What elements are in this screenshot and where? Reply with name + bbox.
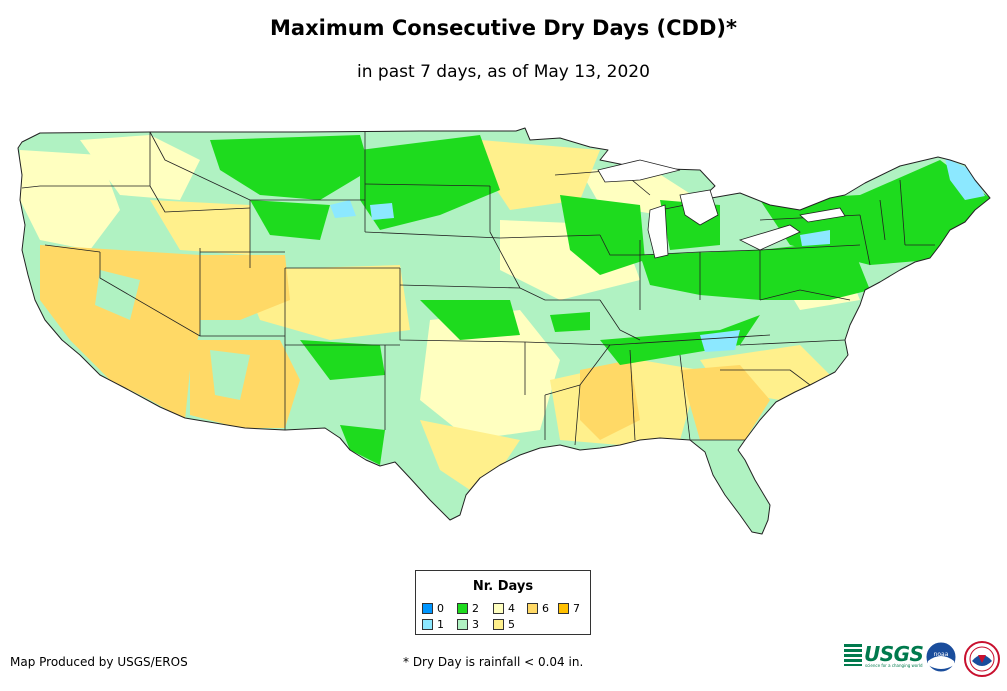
legend-item-4: 4	[493, 602, 515, 615]
legend-swatch-1	[422, 619, 433, 630]
nws-logo-icon	[964, 641, 1000, 677]
legend-item-3: 3	[457, 618, 479, 631]
legend-swatch-7	[558, 603, 569, 614]
dry-day-footnote: * Dry Day is rainfall < 0.04 in.	[403, 655, 584, 669]
page-subtitle: in past 7 days, as of May 13, 2020	[357, 62, 650, 82]
page-title: Maximum Consecutive Dry Days (CDD)*	[270, 16, 737, 40]
legend-swatch-4	[493, 603, 504, 614]
legend-item-7: 7	[558, 602, 580, 615]
legend-item-6: 6	[527, 602, 549, 615]
legend-item-2: 2	[457, 602, 479, 615]
legend-item-1: 1	[422, 618, 444, 631]
legend-swatch-0	[422, 603, 433, 614]
cdd-map	[17, 127, 991, 535]
legend-swatch-6	[527, 603, 538, 614]
usgs-logo-icon: USGS science for a changing world	[844, 642, 924, 668]
legend-item-0: 0	[422, 602, 444, 615]
svg-text:noaa: noaa	[934, 651, 949, 658]
legend-swatch-3	[457, 619, 468, 630]
map-credit: Map Produced by USGS/EROS	[10, 655, 188, 669]
legend-swatch-5	[493, 619, 504, 630]
usgs-wave-icon	[844, 644, 862, 666]
legend-swatch-2	[457, 603, 468, 614]
legend-title: Nr. Days	[472, 579, 534, 594]
noaa-logo-icon: noaa	[925, 641, 957, 673]
legend-item-5: 5	[493, 618, 515, 631]
